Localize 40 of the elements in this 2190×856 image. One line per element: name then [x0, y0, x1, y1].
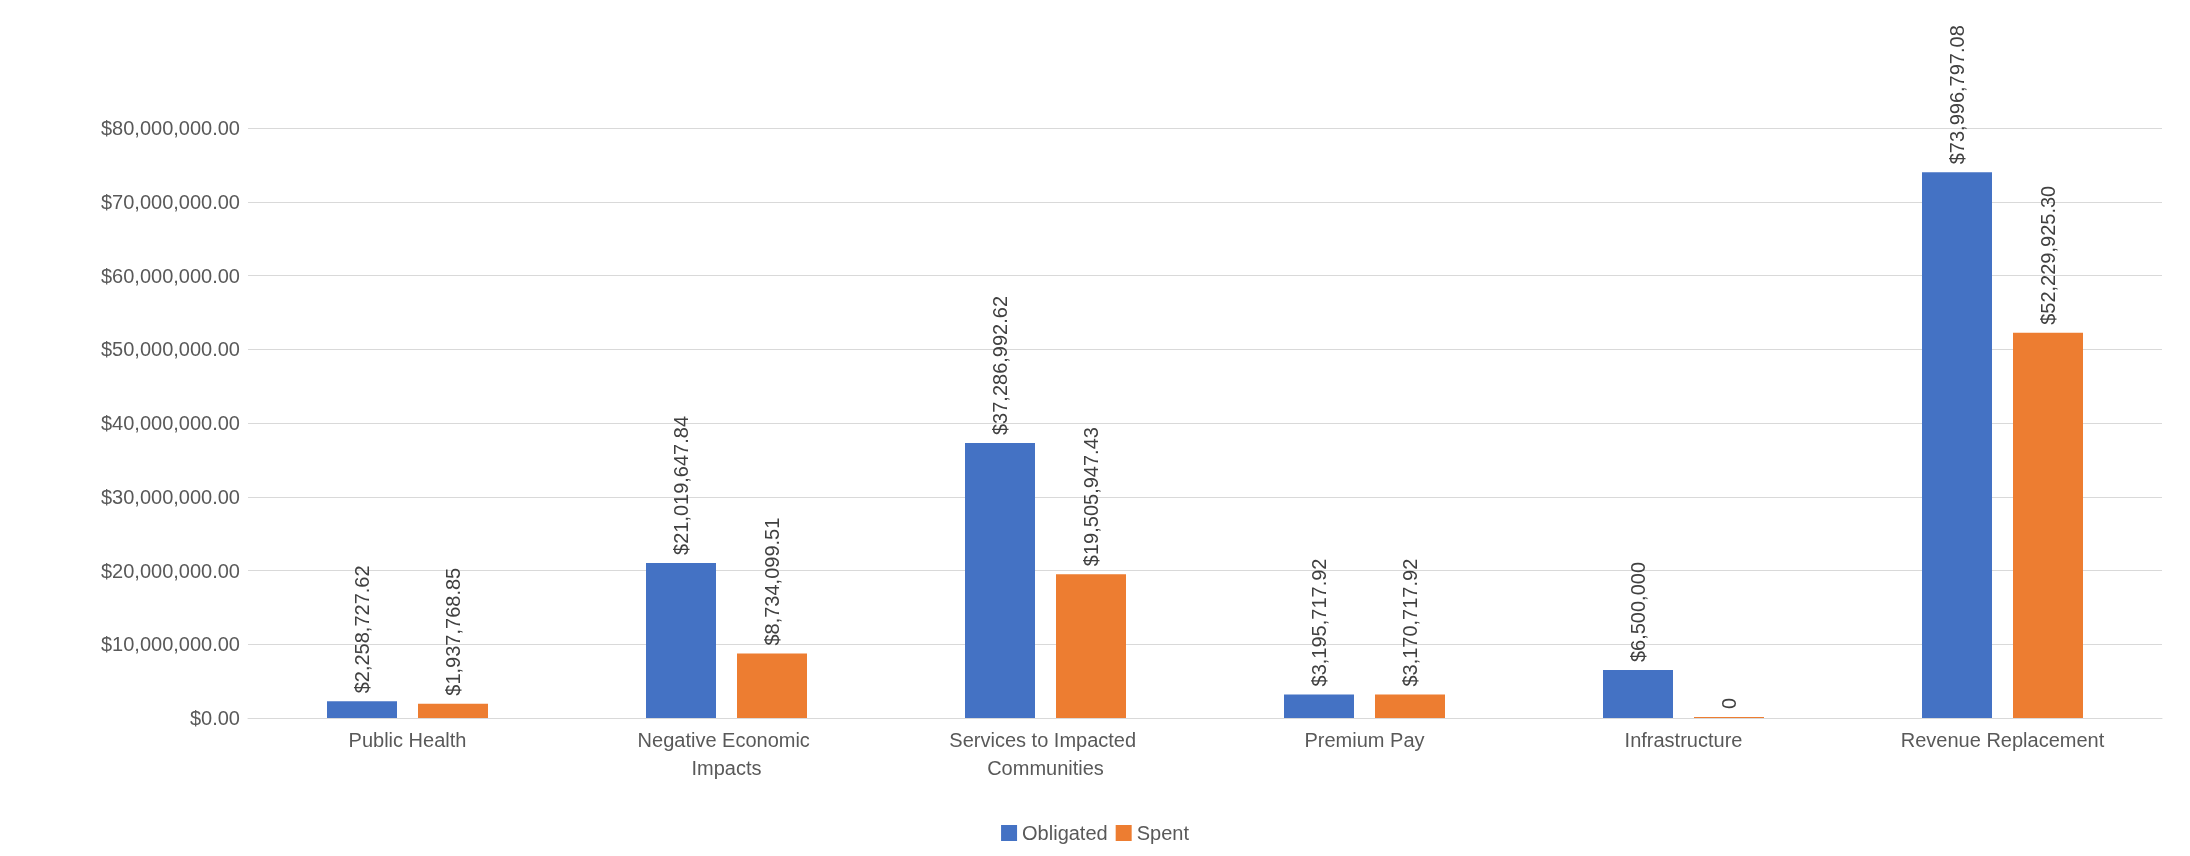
- bar: [327, 701, 397, 718]
- data-label: 0: [1718, 697, 1740, 709]
- x-tick-label: Premium Pay: [1304, 729, 1425, 751]
- bar: [965, 443, 1035, 718]
- data-label: $1,937,768.85: [442, 567, 464, 696]
- bar: [418, 703, 488, 718]
- y-tick-label: $0.00: [189, 707, 240, 729]
- bar: [1375, 694, 1445, 718]
- x-tick-label: Infrastructure: [1624, 729, 1743, 751]
- legend-label: Obligated: [1022, 822, 1108, 844]
- data-label: $21,019,647.84: [670, 415, 692, 555]
- y-tick-label: $80,000,000.00: [100, 117, 240, 139]
- bar: [1603, 670, 1673, 718]
- x-tick-label: Public Health: [348, 729, 467, 751]
- y-tick-label: $10,000,000.00: [100, 633, 240, 656]
- bar: [2013, 332, 2083, 718]
- data-label: $3,195,717.92: [1308, 558, 1330, 687]
- y-tick-label: $30,000,000.00: [100, 485, 240, 508]
- data-label: $52,229,925.30: [2037, 185, 2059, 325]
- y-tick-label: $60,000,000.00: [100, 264, 240, 287]
- legend-label: Spent: [1136, 822, 1190, 844]
- data-label: $8,734,099.51: [761, 517, 783, 646]
- data-label: $19,505,947.43: [1080, 427, 1102, 567]
- y-tick-label: $20,000,000.00: [100, 559, 240, 582]
- bar: [1056, 574, 1126, 718]
- data-label: $6,500,000: [1627, 561, 1649, 663]
- data-label: $73,996,797.08: [1946, 25, 1968, 165]
- data-label: $3,170,717.92: [1399, 558, 1421, 687]
- y-tick-label: $50,000,000.00: [100, 338, 240, 361]
- bar: [1922, 172, 1992, 718]
- data-label: $2,258,727.62: [351, 565, 373, 694]
- x-tick-label: Services to Impacted Communities: [949, 729, 1142, 779]
- x-tick-label: Negative Economic Impacts: [637, 729, 816, 779]
- x-tick-label: Revenue Replacement: [1900, 729, 2105, 751]
- y-tick-label: $70,000,000.00: [100, 190, 240, 213]
- y-tick-label: $40,000,000.00: [100, 412, 240, 434]
- bar: [737, 653, 807, 718]
- bar: [1284, 694, 1354, 718]
- bar: [646, 562, 716, 718]
- data-label: $37,286,992.62: [989, 295, 1011, 436]
